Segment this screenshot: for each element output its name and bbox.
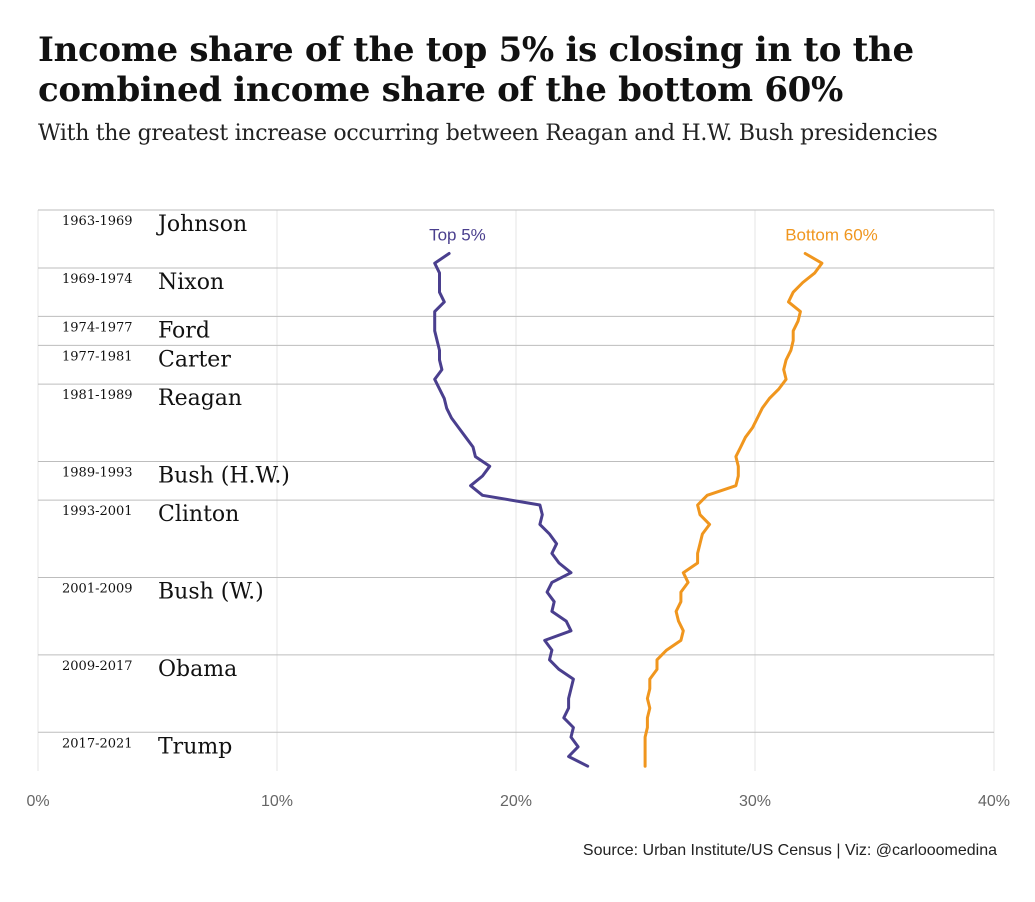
presidency-labels: 1963-1969 Johnson 1969-1974 Nixon 1974-1977 F… (62, 212, 290, 759)
x-tick-label-3: 30% (739, 793, 771, 810)
series-label-0: Top 5% (429, 226, 486, 245)
x-tick-label-2: 20% (500, 793, 532, 810)
presidency-years-2: 1974-1977 (62, 320, 133, 335)
presidency-years-9: 2017-2021 (62, 736, 133, 751)
presidency-years-7: 2001-2009 (62, 582, 133, 597)
chart-title: Income share of the top 5% is closing in… (38, 30, 914, 110)
presidency-years-8: 2009-2017 (62, 659, 133, 674)
presidency-name-9: Trump (158, 734, 232, 759)
series-lines (433, 252, 824, 768)
presidency-name-6: Clinton (158, 502, 239, 527)
x-tick-label-1: 10% (261, 793, 293, 810)
presidency-years-1: 1969-1974 (62, 272, 133, 287)
presidency-name-5: Bush (H.W.) (158, 463, 290, 488)
presidency-name-0: Johnson (156, 212, 247, 237)
presidency-name-4: Reagan (158, 386, 242, 411)
presidency-name-8: Obama (158, 657, 237, 682)
presidency-name-7: Bush (W.) (158, 580, 264, 605)
presidency-dividers (38, 209, 994, 733)
x-axis-ticks: 0% 10% 20% 30% 40% (26, 793, 1010, 810)
vertical-gridlines (37, 210, 995, 771)
series-labels: Top 5% Bottom 60% (429, 226, 878, 245)
chart-subtitle: With the greatest increase occurring bet… (38, 121, 938, 146)
presidency-name-2: Ford (158, 318, 210, 343)
x-tick-label-4: 40% (978, 793, 1010, 810)
presidency-name-1: Nixon (158, 270, 224, 295)
x-tick-label-0: 0% (26, 793, 49, 810)
presidency-name-3: Carter (158, 347, 231, 372)
presidency-years-0: 1963-1969 (62, 214, 133, 229)
presidency-years-6: 1993-2001 (62, 504, 133, 519)
presidency-years-3: 1977-1981 (62, 349, 133, 364)
series-label-1: Bottom 60% (785, 226, 878, 245)
series-line-1 (643, 252, 824, 768)
presidency-years-4: 1981-1989 (62, 388, 133, 403)
series-line-0 (433, 252, 590, 768)
source-note: Source: Urban Institute/US Census | Viz:… (582, 842, 997, 859)
presidency-years-5: 1989-1993 (62, 465, 133, 480)
